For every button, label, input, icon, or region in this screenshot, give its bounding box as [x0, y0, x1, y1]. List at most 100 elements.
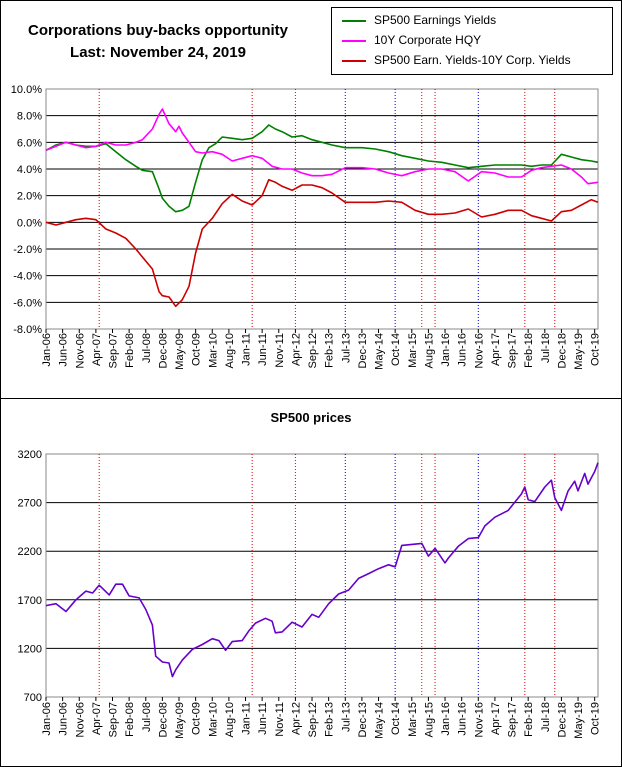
y-tick-label: 1200 [18, 643, 42, 655]
x-tick-label: Jun-16 [457, 333, 469, 367]
y-tick-label: 0.0% [17, 217, 42, 229]
x-tick-label: Jun-06 [58, 702, 70, 736]
chart-title: Corporations buy-backs opportunity Last:… [8, 20, 308, 64]
x-tick-label: Dec-13 [357, 333, 369, 368]
x-tick-label: Sep-12 [307, 702, 319, 737]
x-tick-label: Dec-08 [157, 333, 169, 368]
x-tick-label: Jun-06 [58, 333, 70, 367]
panel-divider [0, 398, 621, 399]
x-tick-label: Jul-18 [540, 702, 552, 732]
x-tick-label: Jul-08 [141, 702, 153, 732]
x-tick-label: Nov-16 [473, 333, 485, 368]
x-tick-label: May-14 [374, 333, 386, 370]
x-tick-label: Apr-17 [490, 333, 502, 366]
x-tick-label: Dec-18 [556, 702, 568, 737]
y-tick-label: 2200 [18, 546, 42, 558]
x-tick-label: Dec-13 [357, 702, 369, 737]
series-line-sp500-earn-yields-10y-corp-yields [45, 178, 599, 308]
x-tick-label: Nov-06 [74, 333, 86, 368]
x-tick-label: Dec-08 [157, 702, 169, 737]
x-tick-label: Jan-16 [440, 333, 452, 367]
x-tick-label: Feb-18 [523, 702, 535, 737]
x-tick-label: Feb-13 [324, 702, 336, 737]
x-tick-label: Oct-19 [590, 702, 602, 735]
x-tick-label: Oct-09 [191, 702, 203, 735]
x-tick-label: Apr-17 [490, 702, 502, 735]
chart-title-line1: Corporations buy-backs opportunity [27, 22, 288, 39]
x-tick-label: Nov-11 [274, 702, 286, 737]
x-tick-label: Aug-10 [224, 333, 236, 368]
x-tick-label: Feb-13 [324, 333, 336, 368]
y-tick-label: -6.0% [13, 297, 42, 309]
legend-label: SP500 Earnings Yields [374, 13, 497, 27]
y-tick-label: 2.0% [17, 191, 42, 203]
x-tick-label: Aug-15 [423, 702, 435, 737]
x-tick-label: Jan-16 [440, 702, 452, 736]
y-tick-label: -2.0% [13, 244, 42, 256]
x-tick-label: Oct-14 [390, 702, 402, 735]
x-tick-label: Apr-12 [290, 702, 302, 735]
x-tick-label: Jan-06 [41, 702, 53, 736]
x-tick-label: Jun-11 [257, 333, 269, 366]
legend-label: SP500 Earn. Yields-10Y Corp. Yields [374, 53, 571, 67]
x-tick-label: Apr-12 [290, 333, 302, 366]
x-tick-label: Apr-07 [91, 702, 103, 735]
x-tick-label: Mar-15 [407, 333, 419, 368]
x-tick-label: May-19 [573, 333, 585, 370]
x-tick-label: Oct-14 [390, 333, 402, 366]
series-line-sp500-earnings-yields [45, 124, 599, 213]
x-tick-label: Nov-16 [473, 702, 485, 737]
y-tick-label: -8.0% [13, 324, 42, 336]
x-tick-label: Apr-07 [91, 333, 103, 366]
legend-item-earnings-yields: SP500 Earnings Yields [332, 11, 612, 31]
x-tick-label: Jan-06 [41, 333, 53, 367]
legend-swatch-green [342, 20, 366, 22]
x-tick-label: Feb-08 [124, 702, 136, 737]
legend-swatch-magenta [342, 40, 366, 42]
y-tick-label: 4.0% [17, 164, 42, 176]
x-tick-label: Mar-10 [207, 333, 219, 368]
plot-border [45, 88, 599, 330]
x-tick-label: Sep-17 [507, 333, 519, 368]
y-tick-label: 10.0% [11, 84, 42, 96]
plot-border [45, 453, 599, 698]
legend-item-yield-spread: SP500 Earn. Yields-10Y Corp. Yields [332, 51, 612, 71]
series-line-sp500-price [45, 462, 599, 678]
x-tick-label: May-19 [573, 702, 585, 739]
x-tick-label: May-14 [374, 702, 386, 739]
x-tick-label: Nov-06 [74, 702, 86, 737]
y-tick-label: 3200 [18, 449, 42, 461]
y-tick-label: -4.0% [13, 271, 42, 283]
x-tick-label: Mar-15 [407, 702, 419, 737]
x-tick-label: Dec-18 [556, 333, 568, 368]
y-tick-label: 2700 [18, 498, 42, 510]
x-tick-label: Jul-13 [340, 702, 352, 732]
x-tick-label: Aug-15 [423, 333, 435, 368]
x-tick-label: Jun-11 [257, 702, 269, 735]
y-tick-label: 1700 [18, 595, 42, 607]
sp500-chart-title: SP500 prices [270, 410, 352, 425]
plot-panel-1: 700 1200 1700 2200 2700 3200 Jan-06 Jun-06 Nov-0… [18, 449, 602, 739]
y-tick-label: 700 [24, 692, 42, 704]
legend-item-corporate-hqy: 10Y Corporate HQY [332, 31, 612, 51]
x-tick-label: Feb-08 [124, 333, 136, 368]
legend: SP500 Earnings Yields 10Y Corporate HQY … [331, 7, 613, 75]
x-tick-label: Sep-17 [507, 702, 519, 737]
x-tick-label: Aug-10 [224, 702, 236, 737]
x-tick-label: Sep-07 [108, 333, 120, 368]
x-tick-label: Jan-11 [241, 333, 253, 366]
x-tick-label: Jun-16 [457, 702, 469, 736]
y-tick-label: 8.0% [17, 111, 42, 123]
legend-label: 10Y Corporate HQY [374, 33, 482, 47]
x-tick-label: Sep-07 [108, 702, 120, 737]
x-tick-label: Jul-13 [340, 333, 352, 363]
x-tick-label: Jul-18 [540, 333, 552, 363]
x-tick-label: Oct-09 [191, 333, 203, 366]
x-tick-label: Sep-12 [307, 333, 319, 368]
series-line-10y-corporate-hqy [45, 108, 599, 185]
x-tick-label: May-09 [174, 333, 186, 370]
x-tick-label: Nov-11 [274, 333, 286, 368]
x-tick-label: Feb-18 [523, 333, 535, 368]
